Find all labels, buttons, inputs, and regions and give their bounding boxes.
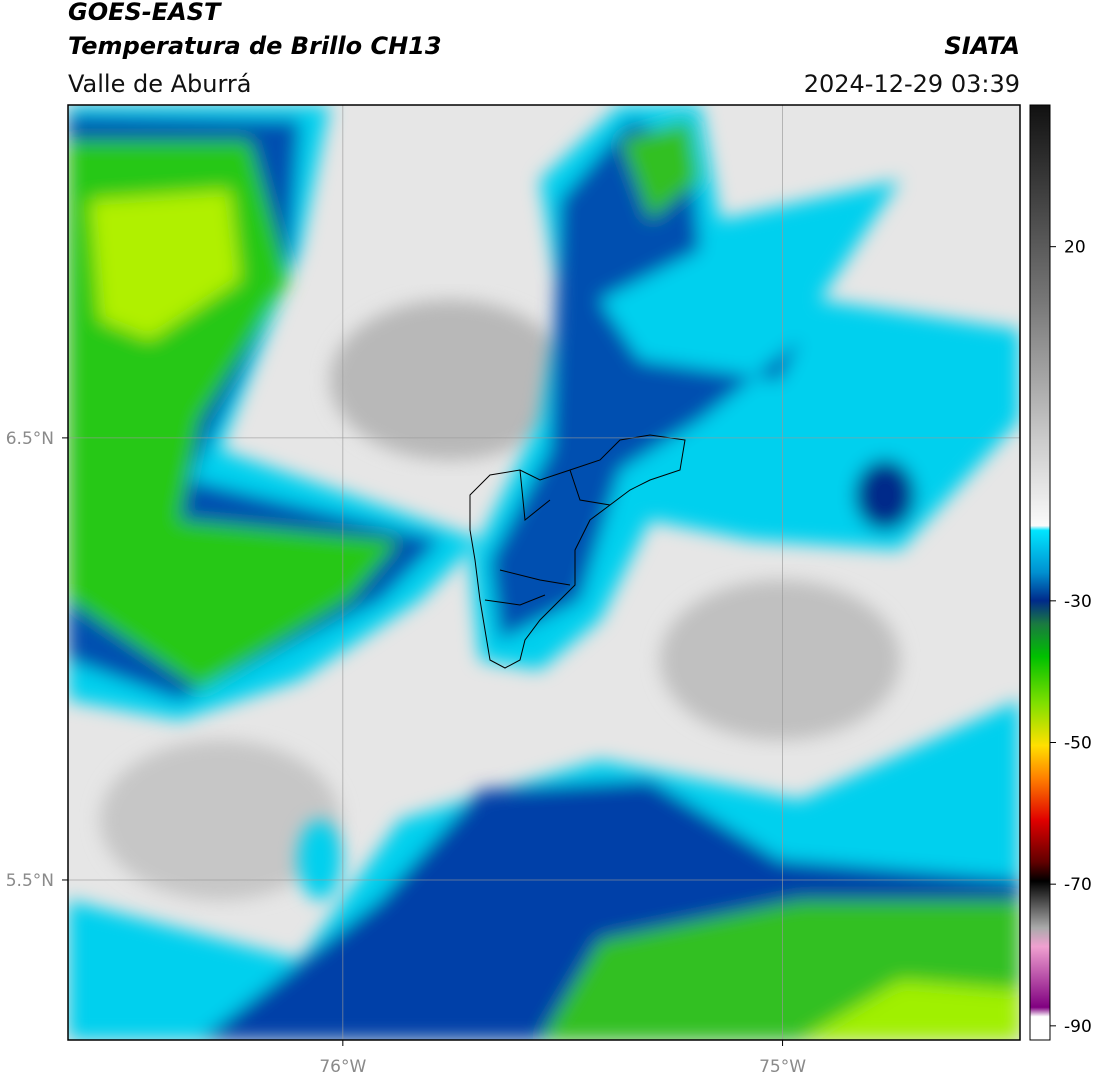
- colorbar-tick-label: -70: [1064, 875, 1092, 895]
- timestamp: 2024-12-29 03:39: [804, 70, 1020, 98]
- source: SIATA: [944, 32, 1020, 60]
- y-tick-label: 5.5°N: [6, 871, 54, 891]
- map-frame: [67, 104, 1021, 1041]
- graticule: [68, 105, 1020, 1040]
- colorbar-tick-label: -30: [1064, 592, 1092, 612]
- colorbar-tick-label: -50: [1064, 734, 1092, 754]
- satellite-image: [68, 105, 1020, 1040]
- x-tick-label: 76°W: [319, 1057, 366, 1077]
- colorbar-tick-label: -90: [1064, 1017, 1092, 1037]
- x-tick-label: 75°W: [759, 1057, 806, 1077]
- colorbar-tick-label: 20: [1064, 238, 1086, 258]
- colorbar: [1029, 104, 1051, 1041]
- title: GOES-EAST: [68, 0, 222, 26]
- y-tick-label: 6.5°N: [6, 429, 54, 449]
- subtitle: Temperatura de Brillo CH13: [68, 32, 442, 60]
- region: Valle de Aburrá: [68, 70, 252, 98]
